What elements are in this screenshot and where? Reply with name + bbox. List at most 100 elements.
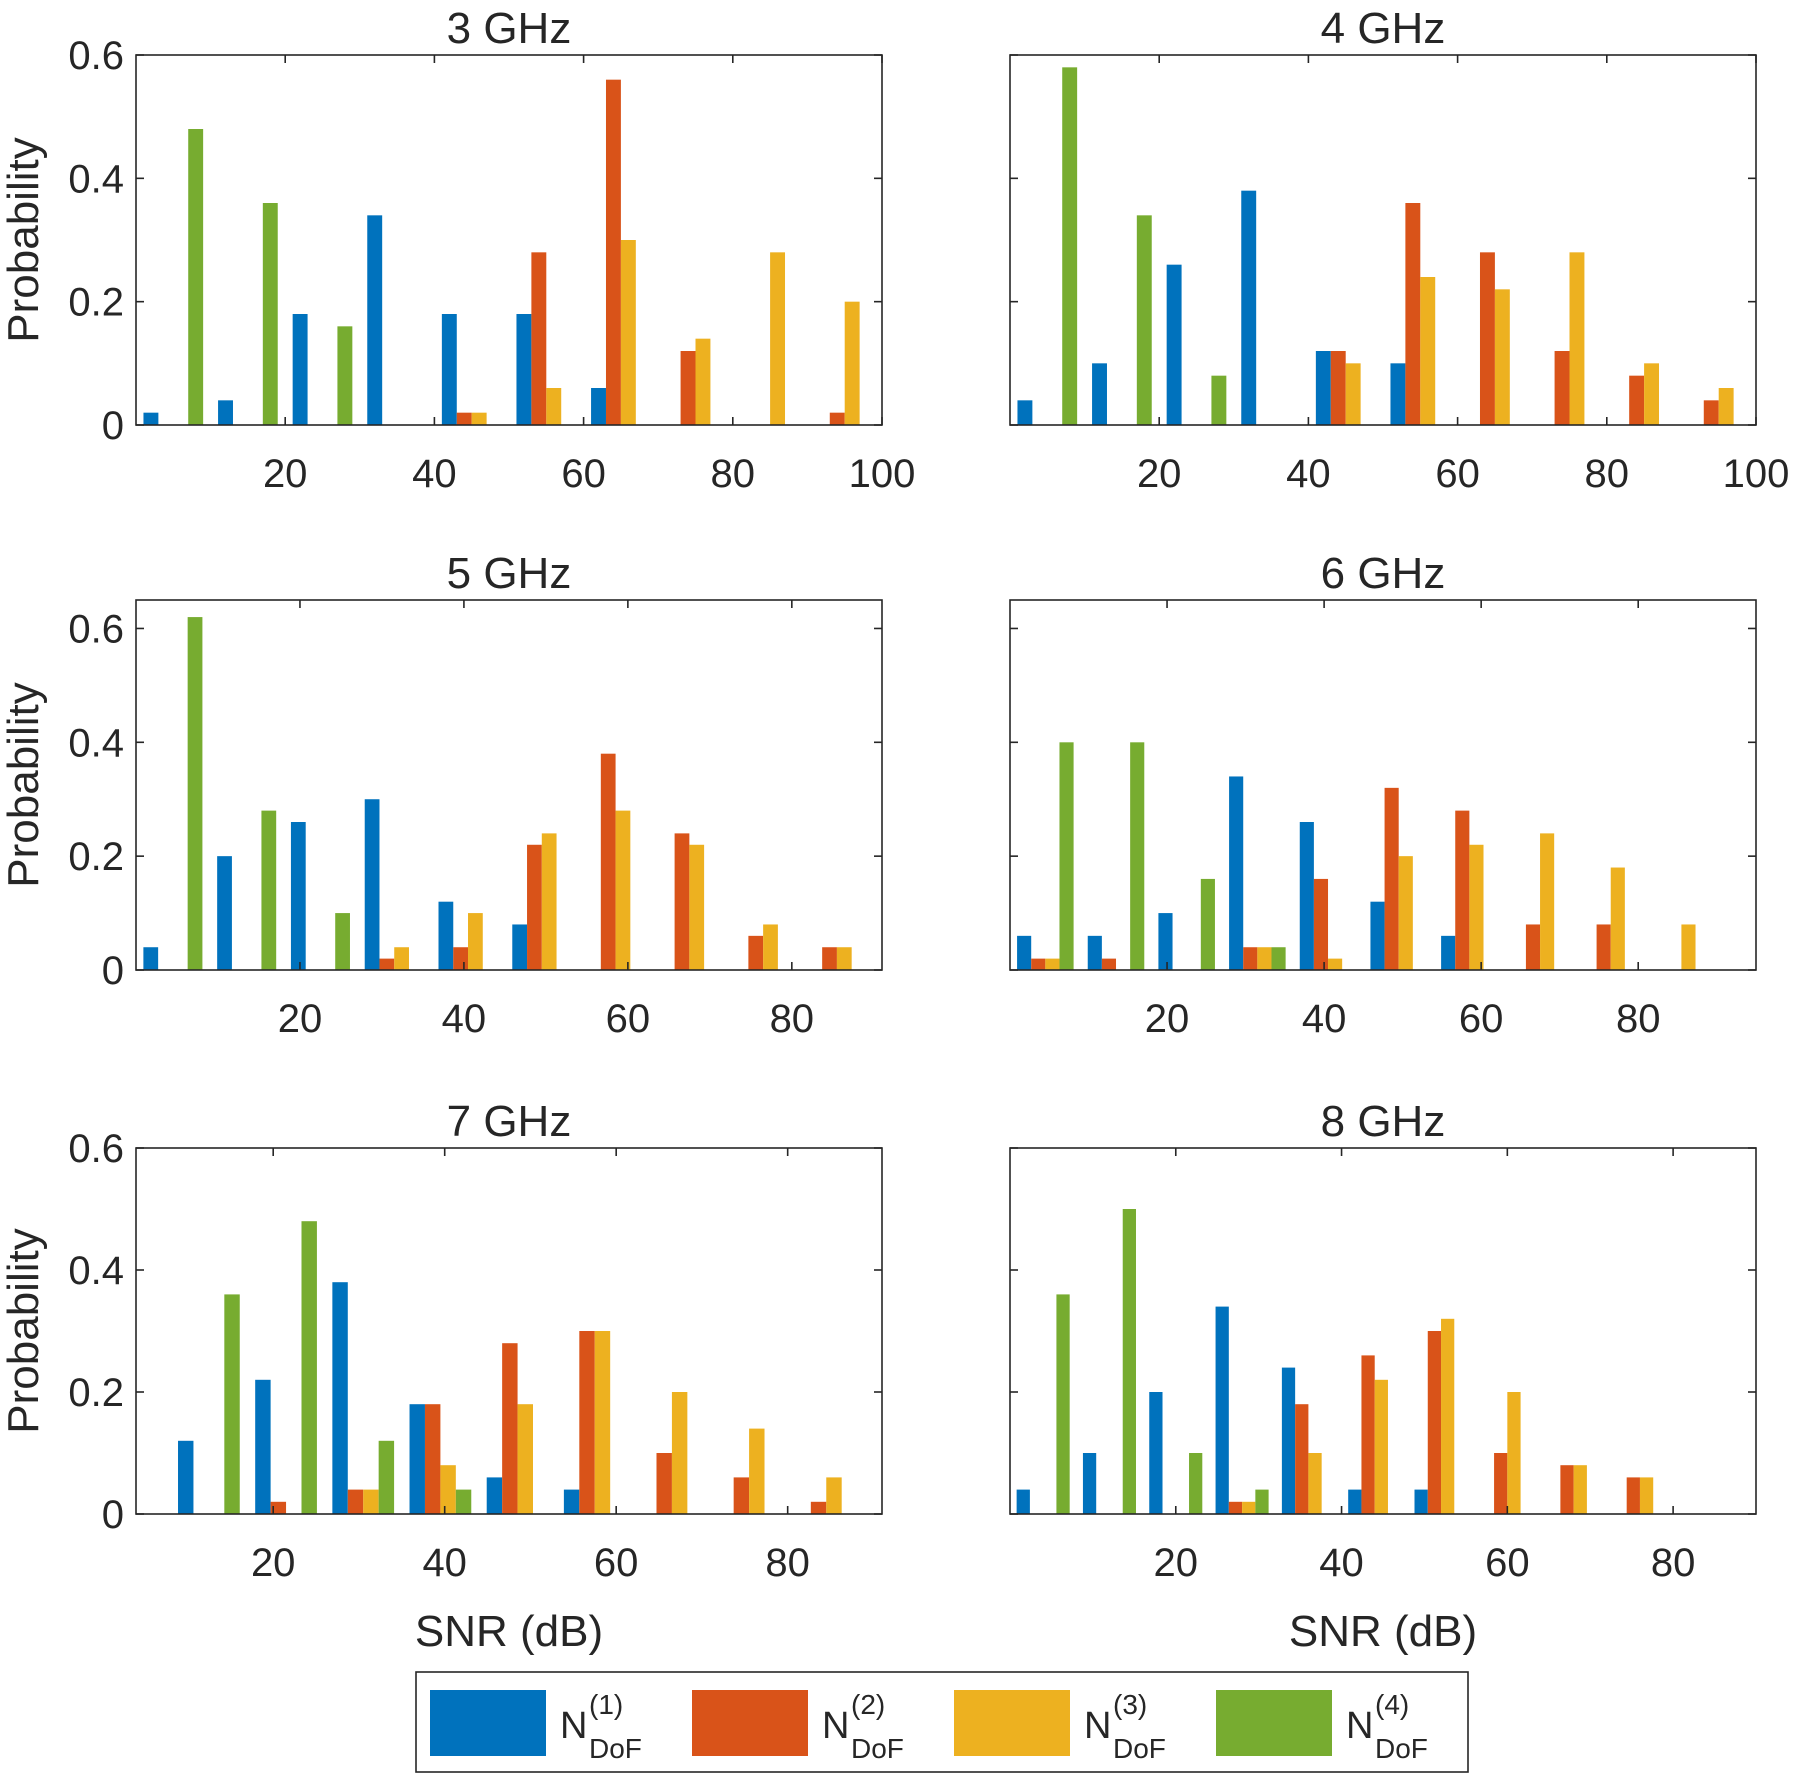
bar-n3-bin-8 bbox=[1569, 252, 1585, 425]
bar-n4-bin-3 bbox=[1189, 1453, 1203, 1514]
ytick-label: 0 bbox=[102, 1493, 124, 1537]
bar-n3-bin-10 bbox=[844, 301, 860, 425]
bar-n3-bin-9 bbox=[826, 1477, 842, 1514]
bar-n2-bin-8 bbox=[733, 1477, 750, 1514]
bar-n1-bin-6 bbox=[512, 924, 528, 970]
bar-n3-bin-7 bbox=[1441, 1318, 1455, 1514]
bar-n2-bin-9 bbox=[1629, 375, 1645, 425]
subplot-title: 8 GHz bbox=[1321, 1097, 1446, 1146]
axes-frame bbox=[135, 1147, 883, 1515]
bar-n2-bin-7 bbox=[605, 79, 621, 426]
bar-n4-bin-1 bbox=[188, 129, 204, 425]
bar-n3-bin-3 bbox=[363, 1489, 379, 1514]
xtick-label: 60 bbox=[1435, 452, 1480, 496]
bar-n2-bin-5 bbox=[456, 412, 472, 425]
bar-n4-bin-1 bbox=[1062, 67, 1078, 425]
subplot-title: 3 GHz bbox=[447, 4, 572, 53]
xtick-label: 60 bbox=[594, 1541, 639, 1585]
bar-n3-bin-10 bbox=[836, 947, 852, 970]
bar-n4-bin-1 bbox=[1059, 742, 1074, 970]
bar-n3-bin-6 bbox=[1420, 277, 1436, 425]
bar-n3-bin-6 bbox=[594, 1331, 611, 1514]
bar-n1-bin-5 bbox=[1281, 1367, 1296, 1514]
bar-n2-bin-10 bbox=[1626, 1477, 1640, 1514]
bar-n2-bin-9 bbox=[1560, 1465, 1574, 1514]
bar-n3-bin-10 bbox=[1681, 924, 1696, 970]
bar-n1-bin-3 bbox=[1149, 1392, 1163, 1514]
bar-n2-bin-5 bbox=[1295, 1404, 1309, 1514]
ytick-label: 0.6 bbox=[68, 1127, 124, 1171]
bar-n1-bin-5 bbox=[1315, 351, 1331, 425]
xtick-label: 20 bbox=[263, 452, 308, 496]
bar-n3-bin-5 bbox=[471, 412, 487, 425]
bar-n3-bin-7 bbox=[620, 240, 636, 425]
bar-n2-bin-8 bbox=[1525, 924, 1541, 970]
bar-n2-bin-4 bbox=[1243, 947, 1258, 970]
bar-n2-bin-7 bbox=[656, 1453, 672, 1514]
axes-frame bbox=[1009, 599, 1757, 971]
bar-n1-bin-6 bbox=[1348, 1489, 1362, 1514]
bar-n3-bin-4 bbox=[1257, 947, 1272, 970]
bar-n3-bin-8 bbox=[1507, 1392, 1521, 1514]
bar-n4-bin-2 bbox=[261, 810, 277, 970]
ytick-label: 0.6 bbox=[68, 607, 124, 651]
bar-n3-bin-7 bbox=[615, 810, 631, 970]
legend-item-n1: N(1) DoF bbox=[430, 1689, 642, 1764]
bar-n4-bin-2 bbox=[262, 203, 278, 425]
bar-n2-bin-9 bbox=[748, 935, 764, 970]
bar-n1-bin-1 bbox=[1016, 1489, 1030, 1514]
legend-item-n4: N(4) DoF bbox=[1216, 1689, 1428, 1764]
ytick-label: 0.4 bbox=[68, 157, 124, 201]
bar-n2-bin-8 bbox=[1494, 1453, 1508, 1514]
bar-n2-bin-7 bbox=[600, 753, 616, 970]
bar-n4-bin-1 bbox=[187, 617, 203, 970]
xtick-label: 40 bbox=[1302, 997, 1347, 1041]
ytick-label: 0.2 bbox=[68, 281, 124, 325]
xtick-label: 100 bbox=[849, 452, 916, 496]
bar-n1-bin-1 bbox=[1017, 400, 1033, 425]
bar-n1-bin-4 bbox=[367, 215, 383, 425]
bar-n1-bin-5 bbox=[1299, 822, 1314, 970]
xtick-label: 60 bbox=[1485, 1541, 1530, 1585]
x-axis-label: SNR (dB) bbox=[1289, 1607, 1477, 1656]
bar-n4-bin-2 bbox=[1122, 1209, 1136, 1514]
bar-n2-bin-5 bbox=[1330, 351, 1346, 425]
bar-n2-bin-3 bbox=[347, 1489, 364, 1514]
bar-n4-bin-1 bbox=[224, 1294, 240, 1514]
ytick-label: 0.4 bbox=[68, 1249, 124, 1293]
ytick-label: 0 bbox=[102, 949, 124, 993]
xtick-label: 80 bbox=[1585, 452, 1630, 496]
bar-n2-bin-4 bbox=[379, 958, 395, 970]
subplot-title: 4 GHz bbox=[1321, 4, 1446, 53]
xtick-label: 60 bbox=[606, 997, 651, 1041]
bar-n3-bin-9 bbox=[770, 252, 786, 425]
bar-n1-bin-5 bbox=[486, 1477, 503, 1514]
y-axis-label: Probability bbox=[0, 137, 48, 342]
bar-n1-bin-4 bbox=[1215, 1306, 1229, 1514]
bar-n3-bin-5 bbox=[1308, 1453, 1322, 1514]
xtick-label: 100 bbox=[1723, 452, 1790, 496]
subplot-title: 5 GHz bbox=[447, 549, 572, 598]
bar-n3-bin-8 bbox=[695, 338, 711, 425]
legend-label-base: N bbox=[1084, 1705, 1111, 1747]
legend-swatch bbox=[1216, 1690, 1332, 1756]
bar-n4-bin-4 bbox=[1255, 1489, 1269, 1514]
xtick-label: 80 bbox=[770, 997, 815, 1041]
xtick-label: 80 bbox=[765, 1541, 810, 1585]
bar-n1-bin-2 bbox=[1082, 1453, 1097, 1514]
bar-n1-bin-1 bbox=[143, 947, 159, 970]
bar-n2-bin-6 bbox=[1384, 787, 1399, 970]
bar-n3-bin-5 bbox=[517, 1404, 533, 1514]
legend-label-superscript: (3) bbox=[1113, 1689, 1147, 1720]
bar-n1-bin-2 bbox=[217, 856, 232, 970]
bar-n4-bin-2 bbox=[1130, 742, 1145, 970]
bar-n2-bin-6 bbox=[1361, 1355, 1375, 1514]
bar-n3-bin-9 bbox=[763, 924, 778, 970]
bar-n1-bin-2 bbox=[1087, 935, 1102, 970]
bar-n1-bin-6 bbox=[563, 1489, 580, 1514]
bar-n3-bin-10 bbox=[1639, 1477, 1654, 1514]
x-axis-label: SNR (dB) bbox=[415, 1607, 603, 1656]
axes-frame bbox=[1009, 54, 1757, 426]
bar-n1-bin-3 bbox=[1166, 264, 1182, 425]
xtick-label: 40 bbox=[1286, 452, 1331, 496]
